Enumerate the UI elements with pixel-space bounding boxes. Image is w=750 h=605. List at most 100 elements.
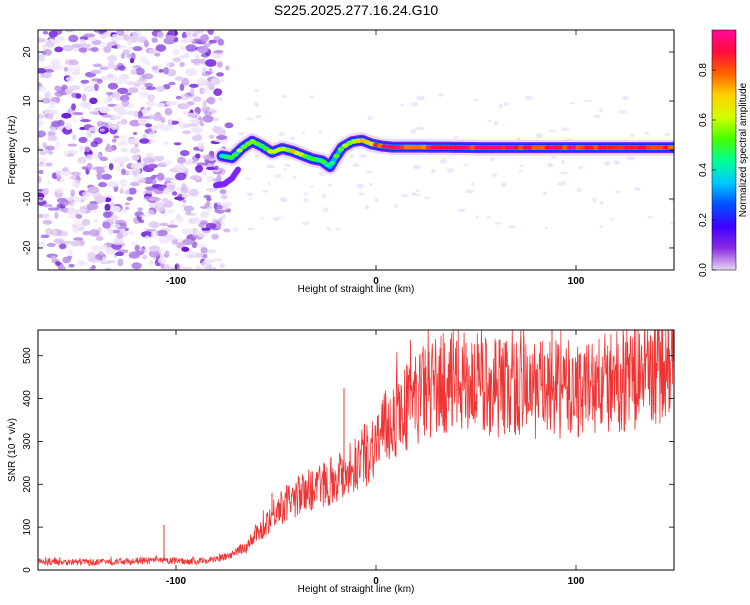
heatmap-noise-blob (182, 199, 187, 204)
heatmap-noise-blob (104, 203, 111, 212)
heatmap-noise-blob (146, 106, 152, 111)
heatmap-noise-blob (134, 244, 141, 252)
heatmap-ridge-cell (452, 145, 459, 150)
heatmap-noise-blob (68, 34, 79, 43)
heatmap-noise-blob (68, 63, 80, 71)
heatmap-noise-blob (102, 256, 107, 263)
heatmap-noise-blob (79, 116, 86, 120)
heatmap-noise-blob (86, 131, 93, 138)
heatmap-noise-blob (182, 130, 192, 135)
heatmap-noise-blob (94, 107, 101, 112)
heatmap-noise-blob (144, 235, 150, 239)
heatmap-noise-blob (48, 151, 54, 155)
heatmap-noise-blob (106, 143, 111, 149)
heatmap-noise-blob (211, 218, 217, 224)
heatmap-noise-blob (121, 99, 130, 107)
heatmap-noise-blob (112, 105, 120, 113)
heatmap-noise-blob (131, 241, 138, 246)
heatmap-noise-blob (485, 216, 492, 219)
heatmap-ridge-cell (482, 145, 490, 150)
heatmap-noise-blob (124, 189, 131, 195)
heatmap-ridge-cell (566, 145, 573, 150)
heatmap-noise-blob (167, 224, 179, 228)
heatmap-noise-blob (318, 172, 325, 176)
heatmap-noise-blob (143, 40, 149, 48)
heatmap-noise-blob (138, 219, 145, 224)
heatmap-noise-blob (358, 154, 368, 158)
heatmap-noise-blob (77, 156, 87, 164)
heatmap-noise-blob (124, 206, 130, 210)
heatmap-noise-blob (153, 155, 165, 162)
heatmap-noise-blob (613, 160, 621, 165)
heatmap-ridge-cell (614, 145, 622, 150)
heatmap-noise-blob (124, 202, 130, 206)
heatmap-noise-blob (181, 182, 187, 189)
heatmap-noise-blob (208, 68, 213, 71)
heatmap-ridge-cell (610, 145, 617, 150)
heatmap-ridge-cell (443, 145, 450, 150)
heatmap-noise-blob (116, 121, 122, 125)
heatmap-noise-blob (98, 30, 108, 33)
snr-panel: -100 0 100 0 100 200 300 400 500 Height of strai… (7, 329, 675, 595)
heatmap-noise-blob (111, 35, 120, 43)
heatmap-noise-blob (560, 160, 565, 165)
heatmap-noise-blob (50, 96, 61, 103)
heatmap-noise-blob (105, 247, 116, 255)
heatmap-noise-blob (80, 119, 91, 123)
heatmap-ridge-cell (509, 145, 516, 150)
heatmap-noise-blob (42, 142, 47, 148)
heatmap-noise-blob (374, 198, 379, 203)
heatmap-noise-blob (278, 131, 285, 136)
heatmap-noise-blob (410, 102, 419, 107)
heatmap-noise-blob (92, 191, 102, 199)
heatmap-noise-blob (55, 170, 61, 178)
heatmap-noise-blob (151, 65, 159, 71)
heatmap-noise-blob (45, 162, 53, 167)
heatmap-noise-blob (90, 69, 102, 74)
heatmap-noise-blob (548, 129, 557, 132)
heatmap-noise-blob (45, 227, 53, 236)
heatmap-noise-blob (335, 227, 341, 231)
heatmap-noise-blob (79, 145, 84, 152)
heatmap-noise-blob (200, 247, 208, 254)
heatmap-noise-blob (600, 201, 604, 206)
heatmap-ridge-cell (548, 145, 556, 150)
heatmap-noise-blob (42, 72, 52, 79)
heatmap-noise-blob (326, 227, 331, 231)
heatmap-noise-blob (55, 140, 60, 148)
heatmap-noise-blob (262, 190, 269, 193)
heatmap-noise-blob (155, 200, 165, 208)
heatmap-ridge-cell (504, 145, 512, 150)
heatmap-noise-blob (175, 172, 187, 181)
heatmap-noise-blob (137, 118, 144, 123)
heatmap-noise-blob (569, 101, 576, 105)
heatmap-noise-blob (206, 207, 212, 211)
heatmap-noise-blob (116, 232, 123, 240)
heatmap-noise-blob (550, 155, 557, 159)
heatmap-noise-blob (196, 77, 209, 86)
heatmap-ridge-cell (430, 145, 437, 150)
heatmap-noise-blob (99, 156, 108, 162)
heatmap-noise-blob (128, 187, 137, 195)
heatmap-noise-blob (73, 237, 84, 241)
heatmap-noise-blob (78, 136, 88, 143)
y-tick-label: -20 (22, 240, 33, 255)
heatmap-noise-blob (283, 167, 287, 171)
heatmap-noise-blob (51, 229, 58, 236)
heatmap-noise-blob (498, 103, 503, 109)
heatmap-noise-blob (165, 124, 174, 131)
heatmap-noise-blob (212, 178, 219, 182)
heatmap-noise-blob (174, 252, 179, 257)
heatmap-noise-blob (83, 33, 96, 38)
heatmap-noise-blob (140, 231, 153, 238)
heatmap-noise-blob (61, 112, 72, 119)
heatmap-ridge-cell (390, 144, 397, 150)
heatmap-noise-blob (124, 227, 129, 232)
heatmap-noise-blob (142, 157, 155, 164)
heatmap-noise-blob (42, 219, 53, 225)
heatmap-noise-blob (86, 162, 93, 171)
heatmap-noise-blob (149, 260, 154, 266)
heatmap-noise-blob (138, 176, 147, 184)
heatmap-noise-blob (199, 34, 209, 43)
